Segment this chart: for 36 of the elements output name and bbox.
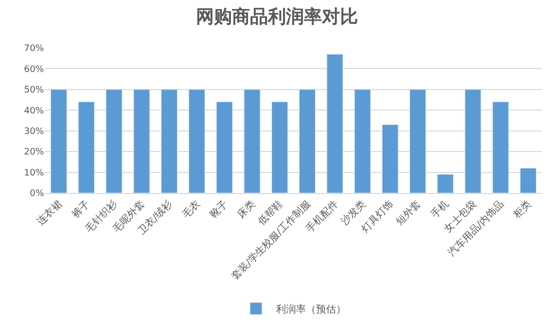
y-tick-label: 60%	[24, 64, 44, 75]
y-tick-label: 20%	[24, 148, 44, 158]
x-tick-label: 裤子	[69, 198, 92, 221]
bar	[326, 54, 344, 193]
bar	[437, 174, 454, 193]
bar	[492, 102, 509, 193]
y-tick-label: 70%	[24, 44, 44, 54]
x-tick-label: 柜类	[510, 198, 534, 222]
y-tick-label: 0%	[30, 189, 44, 200]
x-tick-label: 毛衣	[180, 198, 203, 221]
x-tick-label: 靴子	[208, 198, 230, 221]
y-tick-label: 40%	[24, 106, 44, 116]
bar	[409, 89, 426, 193]
bar	[520, 168, 536, 193]
bar	[188, 89, 206, 193]
bar	[78, 102, 95, 193]
x-tick-label: 连衣裙	[34, 198, 64, 228]
y-tick-label: 50%	[24, 86, 44, 96]
legend-label: 利润率（预估）	[276, 303, 346, 316]
bar	[299, 89, 316, 193]
bar	[382, 124, 398, 193]
chart-title: 网购商品利润率对比	[196, 6, 358, 28]
bar	[50, 89, 68, 193]
y-tick-label: 30%	[24, 127, 44, 138]
bar	[160, 89, 178, 193]
bar	[271, 102, 288, 193]
bar	[464, 89, 482, 193]
y-tick-label: 10%	[24, 168, 44, 178]
x-tick-label: 手机	[428, 198, 452, 221]
x-tick-label: 床类	[235, 198, 258, 221]
bar	[354, 89, 371, 193]
bar	[216, 102, 233, 193]
bar	[106, 89, 122, 193]
bar	[244, 89, 260, 193]
bar	[133, 89, 150, 193]
x-tick-label: 短外套	[394, 198, 424, 228]
